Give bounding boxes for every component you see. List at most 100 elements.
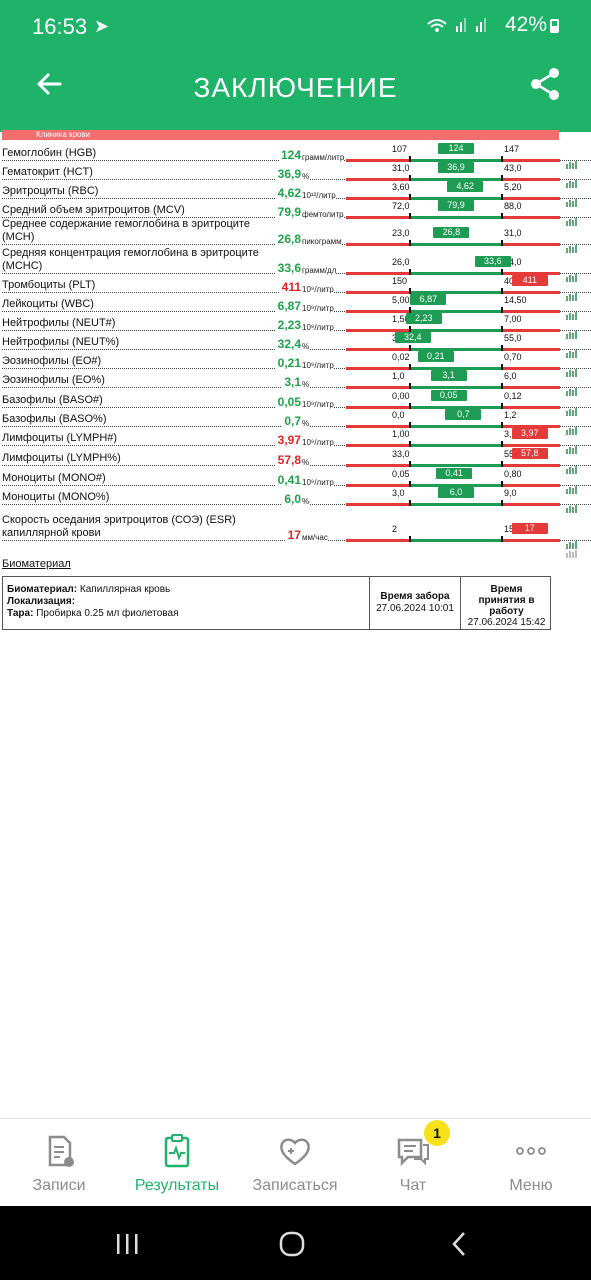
test-unit: % bbox=[302, 380, 310, 389]
history-chart-icon[interactable] bbox=[566, 540, 578, 558]
low-tick bbox=[409, 461, 411, 467]
history-chart-icon[interactable] bbox=[566, 264, 578, 282]
test-row[interactable]: Эозинофилы (EO#) 0,21 10⁹/литр 0,02 0,70 0,21 bbox=[0, 351, 591, 377]
test-row[interactable]: Моноциты (MONO%) 6,0% 3,0 9,0 6,0 bbox=[0, 487, 591, 513]
unit-text: % bbox=[302, 342, 310, 351]
high-tick bbox=[501, 481, 503, 487]
history-chart-icon[interactable] bbox=[566, 359, 578, 377]
test-value: 0,41 bbox=[275, 473, 301, 487]
ref-low: 3,60 bbox=[392, 182, 410, 192]
bar-high-zone bbox=[502, 178, 560, 181]
test-unit: 10⁹/литр bbox=[302, 438, 334, 447]
test-unit: % bbox=[302, 458, 310, 467]
history-chart-icon[interactable] bbox=[566, 340, 578, 358]
bar-low-zone bbox=[346, 425, 410, 428]
test-row[interactable]: Моноциты (MONO#) 0,41 10⁹/литр 0,05 0,80 0,41 bbox=[0, 468, 591, 494]
ref-low: 0,02 bbox=[392, 352, 410, 362]
nav-item-book[interactable]: Записаться bbox=[236, 1119, 354, 1207]
biomaterial-info: Биоматериал: Капиллярная кровь Локализац… bbox=[3, 577, 370, 629]
nav-item-results[interactable]: Результаты bbox=[118, 1119, 236, 1207]
back-arrow-icon[interactable] bbox=[30, 64, 70, 104]
history-chart-icon[interactable] bbox=[566, 456, 578, 474]
low-tick bbox=[409, 307, 411, 313]
accept-time-cell: Время принятия в работу 27.06.2024 15:42 bbox=[461, 577, 552, 629]
test-value: 3,97 bbox=[275, 433, 301, 447]
high-tick bbox=[501, 307, 503, 313]
bar-high-zone bbox=[502, 329, 560, 332]
material-value: Капиллярная кровь bbox=[79, 584, 171, 595]
bar-normal-zone bbox=[410, 159, 502, 162]
test-row[interactable]: Эритроциты (RBC) 4,62 10¹²/литр 3,60 5,20 4,6… bbox=[0, 181, 591, 207]
nav-item-records[interactable]: Записи bbox=[0, 1119, 118, 1207]
history-chart-icon[interactable] bbox=[566, 321, 578, 339]
nav-item-menu[interactable]: Меню bbox=[472, 1119, 590, 1207]
history-chart-icon[interactable] bbox=[566, 302, 578, 320]
history-chart-icon[interactable] bbox=[566, 170, 578, 188]
history-chart-icon[interactable] bbox=[566, 495, 578, 513]
test-row[interactable]: Гемоглобин (HGB) 124 грамм/литр 107 147 124 bbox=[0, 143, 591, 169]
bar-low-zone bbox=[346, 503, 410, 506]
bar-high-zone bbox=[502, 216, 560, 219]
test-row[interactable]: Эозинофилы (EO%) 3,1% 1,0 6,0 3,1 bbox=[0, 370, 591, 396]
result-marker: 411 bbox=[511, 275, 548, 286]
history-chart-icon[interactable] bbox=[566, 208, 578, 226]
reference-bar: 33,055,057,8 bbox=[346, 448, 560, 467]
result-marker: 124 bbox=[438, 143, 474, 154]
reference-bar: 1,0 6,0 3,1 bbox=[346, 370, 560, 389]
history-chart-icon[interactable] bbox=[566, 151, 578, 169]
history-chart-icon[interactable] bbox=[566, 531, 578, 549]
test-row[interactable]: Средняя концентрация гемоглобина в эритр… bbox=[0, 247, 591, 282]
nav-item-chat[interactable]: Чат bbox=[354, 1119, 472, 1207]
bar-low-zone bbox=[346, 386, 410, 389]
unit-text: 10⁹/литр bbox=[302, 478, 334, 487]
history-chart-icon[interactable] bbox=[566, 378, 578, 396]
test-name: Лейкоциты (WBC) bbox=[2, 298, 96, 311]
high-tick bbox=[501, 403, 503, 409]
nav-label-records: Записи bbox=[32, 1177, 86, 1194]
system-back-icon[interactable] bbox=[446, 1230, 474, 1258]
bar-low-zone bbox=[346, 484, 410, 487]
history-chart-icon[interactable] bbox=[566, 476, 578, 494]
result-marker: 6,0 bbox=[438, 487, 474, 498]
test-row[interactable]: Лимфоциты (LYMPH#)3,9710⁹/литр1,003,703,… bbox=[0, 428, 591, 454]
test-row[interactable]: Лимфоциты (LYMPH%) 57,8% 33,055,057,8 bbox=[0, 448, 591, 474]
result-marker: 0,7 bbox=[445, 409, 482, 420]
localization-label: Локализация: bbox=[7, 596, 76, 607]
low-tick bbox=[409, 422, 411, 428]
history-chart-icon[interactable] bbox=[566, 436, 578, 454]
ref-high: 7,00 bbox=[504, 314, 522, 324]
result-marker: 0,05 bbox=[430, 390, 467, 401]
test-name: Базофилы (BASO%) bbox=[2, 413, 109, 426]
test-row[interactable]: Базофилы (BASO%) 0,7% 0,0 1,2 0,7 bbox=[0, 409, 591, 435]
test-unit: 10¹²/литр bbox=[302, 191, 336, 200]
unit-text: 10⁹/литр bbox=[302, 400, 334, 409]
ref-high: 5,20 bbox=[504, 182, 522, 192]
history-chart-icon[interactable] bbox=[566, 283, 578, 301]
share-icon[interactable] bbox=[527, 66, 563, 102]
bar-low-zone bbox=[346, 329, 410, 332]
test-row[interactable]: Скорость оседания эритроцитов (СОЭ) (ESR… bbox=[0, 508, 591, 549]
history-chart-icon[interactable] bbox=[566, 189, 578, 207]
reference-bar: 1,003,703,97 bbox=[346, 428, 560, 447]
test-row[interactable]: Базофилы (BASO#) 0,05 10⁹/литр 0,00 0,12 0,05 bbox=[0, 390, 591, 416]
reference-bar: 107 147 124 bbox=[346, 143, 560, 162]
result-marker: 36,9 bbox=[438, 162, 474, 173]
bar-low-zone bbox=[346, 216, 410, 219]
test-row[interactable]: Лейкоциты (WBC) 6,87 10⁹/литр 5,00 14,50 6,87 bbox=[0, 294, 591, 320]
test-row[interactable]: Нейтрофилы (NEUT%)32,4%32,055,032,4 bbox=[0, 332, 591, 358]
test-row[interactable]: Среднее содержание гемоглобина в эритроц… bbox=[0, 218, 591, 253]
test-row[interactable]: Нейтрофилы (NEUT#) 2,23 10⁹/литр 1,50 7,00 2,… bbox=[0, 313, 591, 339]
test-row[interactable]: Средний объем эритроцитов (MCV) 79,9 фемто… bbox=[0, 200, 591, 226]
home-icon[interactable] bbox=[278, 1230, 306, 1258]
test-unit: мм/час bbox=[302, 533, 328, 542]
bar-normal-zone bbox=[410, 329, 502, 332]
test-row[interactable]: Гематокрит (HCT) 36,9% 31,0 43,0 36,9 bbox=[0, 162, 591, 188]
recent-apps-icon[interactable] bbox=[114, 1230, 142, 1258]
bar-normal-zone bbox=[410, 406, 502, 409]
history-chart-icon[interactable] bbox=[566, 235, 578, 253]
bar-high-zone bbox=[502, 291, 560, 294]
history-chart-icon[interactable] bbox=[566, 417, 578, 435]
history-chart-icon[interactable] bbox=[566, 398, 578, 416]
ref-high: 0,70 bbox=[504, 352, 522, 362]
